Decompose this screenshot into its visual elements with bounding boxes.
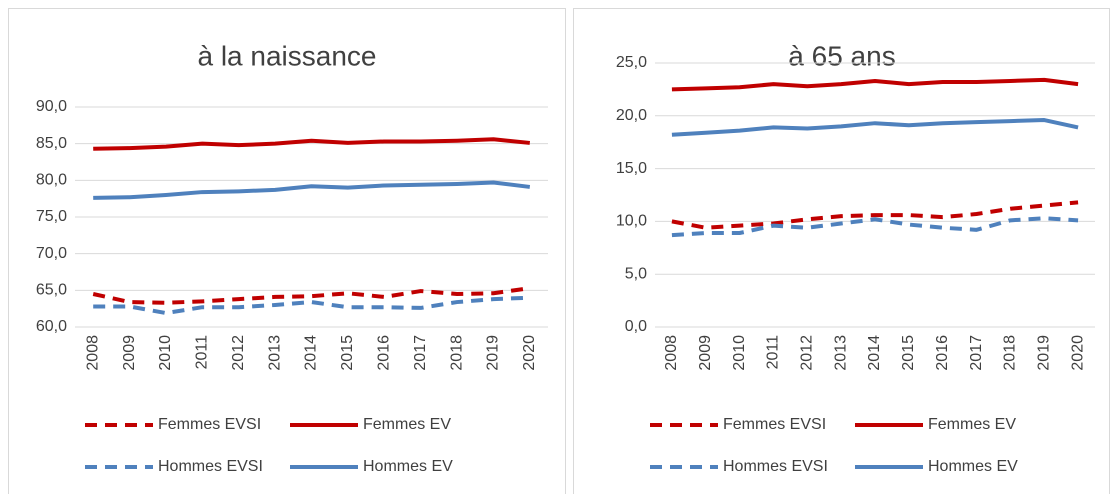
series-line [671,200,1079,230]
x-tick-label: 2017 [968,335,985,371]
y-tick-label: 80,0 [36,172,67,189]
y-tick-label: 10,0 [616,213,647,230]
legend-label: Hommes EV [363,458,453,475]
x-tick-label: 2011 [194,335,211,370]
legend-label: Hommes EVSI [723,458,828,475]
x-tick-label: 2012 [799,335,816,371]
x-tick-label: 2019 [1035,335,1052,371]
y-tick-label: 70,0 [36,245,67,262]
x-tick-label: 2017 [412,335,429,371]
x-tick-label: 2008 [663,335,680,371]
x-tick-label: 2019 [485,335,502,371]
series-line [671,77,1079,92]
y-tick-label: 25,0 [616,54,647,71]
y-tick-label: 15,0 [616,160,647,177]
legend-label: Hommes EV [928,458,1018,475]
y-tick-label: 75,0 [36,208,67,225]
legend-label: Femmes EVSI [723,416,826,433]
y-tick-label: 20,0 [616,107,647,124]
legend-label: Hommes EVSI [158,458,263,475]
legend-label: Femmes EV [928,416,1016,433]
series-line [93,137,531,151]
x-tick-label: 2009 [697,335,714,371]
x-tick-label: 2016 [934,335,951,371]
x-tick-label: 2013 [266,335,283,371]
x-tick-label: 2014 [303,335,320,371]
series-line [93,295,530,316]
y-tick-label: 0,0 [625,318,647,335]
x-tick-label: 2010 [731,335,748,371]
series-line [92,286,531,305]
x-tick-label: 2015 [900,335,917,371]
chart-title: à 65 ans [788,40,895,71]
x-tick-label: 2016 [375,335,392,371]
x-tick-label: 2014 [866,335,883,371]
x-tick-label: 2008 [84,335,101,371]
x-tick-label: 2010 [157,335,174,371]
x-tick-label: 2009 [121,335,138,371]
x-tick-label: 2018 [1002,335,1019,371]
x-tick-label: 2020 [1069,335,1086,371]
y-tick-label: 85,0 [36,135,67,152]
y-tick-label: 60,0 [36,318,67,335]
panel-border [573,8,1110,494]
series-line [671,118,1079,137]
series-line [671,216,1079,238]
x-tick-label: 2018 [448,335,465,371]
y-tick-label: 65,0 [36,282,67,299]
x-tick-label: 2011 [765,335,782,370]
x-tick-label: 2015 [339,335,356,371]
series-line [93,180,531,200]
legend-label: Femmes EVSI [158,416,261,433]
panel-border [8,8,566,494]
y-tick-label: 5,0 [625,265,647,282]
y-tick-label: 90,0 [36,98,67,115]
x-tick-label: 2013 [832,335,849,371]
x-tick-label: 2012 [230,335,247,371]
x-tick-label: 2020 [521,335,538,371]
legend-label: Femmes EV [363,416,451,433]
chart-title: à la naissance [197,40,376,71]
